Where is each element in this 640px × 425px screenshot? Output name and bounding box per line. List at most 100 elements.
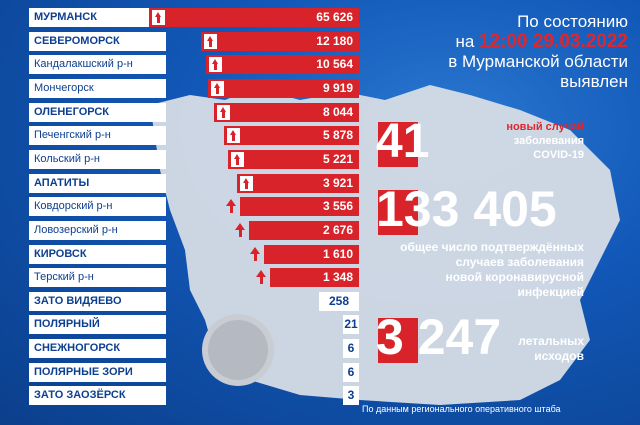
region-value-box: 21 xyxy=(343,315,359,335)
region-name: Ловозерский р-н xyxy=(29,220,166,240)
deaths-caption: летальных исходов xyxy=(518,334,584,364)
region-value: 5 221 xyxy=(322,151,353,166)
region-name: Ковдорский р-н xyxy=(29,197,166,217)
total-cases-value: 133 405 xyxy=(376,181,557,237)
header-line2: на 12:00 29.03.2022 xyxy=(455,31,628,52)
region-row: СНЕЖНОГОРСК 6 xyxy=(29,339,359,359)
region-row: Кандалакшский р-н 10 564 xyxy=(29,55,359,75)
region-bar: 1 610 xyxy=(250,244,359,264)
up-arrow-icon xyxy=(235,222,245,230)
region-bar: 8 044 xyxy=(214,102,359,122)
region-value: 1 348 xyxy=(322,270,353,285)
total-cases-bg xyxy=(378,190,418,235)
region-name: ПОЛЯРНЫЕ ЗОРИ xyxy=(29,362,166,382)
region-name: Кандалакшский р-н xyxy=(29,55,166,75)
up-arrow-icon xyxy=(152,10,165,25)
region-row: ПОЛЯРНЫЙ 21 xyxy=(29,315,359,335)
region-row: ОЛЕНЕГОРСК 8 044 xyxy=(29,102,359,122)
region-row: МУРМАНСК 65 626 xyxy=(29,8,359,27)
region-name: СНЕЖНОГОРСК xyxy=(29,339,166,359)
region-value-box: 3 xyxy=(343,386,359,406)
region-row: Терский р-н 1 348 xyxy=(29,268,359,288)
region-row: ЗАТО ЗАОЗЁРСК 3 xyxy=(29,386,359,406)
total-cases-caption: общее число подтверждённых случаев забол… xyxy=(400,240,584,300)
new-cases-caption: новый случай заболевания COVID-19 xyxy=(506,120,584,162)
up-arrow-icon xyxy=(217,104,230,120)
deaths-bg xyxy=(378,318,418,363)
region-row: Ковдорский р-н 3 556 xyxy=(29,197,359,217)
total-cases-caption-line2: случаев заболевания xyxy=(455,255,584,269)
coronavirus-icon xyxy=(202,314,274,386)
new-cases-caption-line1: новый случай xyxy=(506,121,584,133)
region-name: ЗАТО ВИДЯЕВО xyxy=(29,291,166,311)
new-cases-caption-line2: заболевания xyxy=(513,135,584,147)
region-row: Ловозерский р-н 2 676 xyxy=(29,220,359,240)
region-bar: 5 878 xyxy=(224,126,359,146)
region-value-box: 6 xyxy=(343,362,359,382)
region-bar: 2 676 xyxy=(235,220,359,240)
up-arrow-stem xyxy=(238,229,242,237)
source-footnote: По данным регионального оперативного шта… xyxy=(362,404,561,414)
region-row: ПОЛЯРНЫЕ ЗОРИ 6 xyxy=(29,362,359,382)
up-arrow-icon xyxy=(211,80,224,96)
region-row: ЗАТО ВИДЯЕВО 258 xyxy=(29,291,359,311)
region-value: 5 878 xyxy=(322,128,353,143)
header-line3: в Мурманской области xyxy=(448,52,628,71)
new-cases-value: 41 xyxy=(376,115,430,168)
region-bar: 3 921 xyxy=(237,173,359,193)
region-row: КИРОВСК 1 610 xyxy=(29,244,359,264)
region-value: 8 044 xyxy=(322,104,353,119)
up-arrow-icon xyxy=(231,151,244,167)
region-value: 3 921 xyxy=(322,175,353,190)
region-value: 2 676 xyxy=(322,222,353,237)
new-cases-bg xyxy=(378,122,418,167)
region-name: ПОЛЯРНЫЙ xyxy=(29,315,166,335)
region-bar: 1 348 xyxy=(256,268,359,288)
region-name: АПАТИТЫ xyxy=(29,173,166,193)
region-bar: 5 221 xyxy=(228,149,359,169)
region-name: СЕВЕРОМОРСК xyxy=(29,31,166,51)
region-row: СЕВЕРОМОРСК 12 180 xyxy=(29,31,359,51)
total-cases-caption-line4: инфекцией xyxy=(517,285,584,299)
up-arrow-icon xyxy=(204,33,217,49)
region-row: АПАТИТЫ 3 921 xyxy=(29,173,359,193)
region-name: Терский р-н xyxy=(29,268,166,288)
region-name: Мончегорск xyxy=(29,78,166,98)
region-value: 10 564 xyxy=(316,57,353,72)
region-bar: 3 556 xyxy=(226,197,359,217)
up-arrow-icon xyxy=(226,199,236,207)
region-value: 3 556 xyxy=(322,199,353,214)
region-name: Печенгский р-н xyxy=(29,126,166,146)
region-name: Кольский р-н xyxy=(29,149,166,169)
region-row: Печенгский р-н 5 878 xyxy=(29,126,359,146)
region-value: 1 610 xyxy=(322,246,353,261)
region-name: МУРМАНСК xyxy=(29,8,166,27)
region-row: Мончегорск 9 919 xyxy=(29,78,359,98)
header-line1: По состоянию xyxy=(517,12,628,31)
deaths-value: 3 247 xyxy=(376,309,502,365)
total-cases-caption-line3: новой коронавирусной xyxy=(445,270,584,284)
region-name: ОЛЕНЕГОРСК xyxy=(29,102,166,122)
region-bar: 10 564 xyxy=(206,55,359,75)
total-cases-caption-line1: общее число подтверждённых xyxy=(400,240,584,254)
up-arrow-stem xyxy=(229,206,233,214)
up-arrow-icon xyxy=(250,246,260,254)
region-value: 12 180 xyxy=(316,33,353,48)
header-line4: выявлен xyxy=(560,72,628,91)
up-arrow-icon xyxy=(240,175,253,191)
header: По состоянию на 12:00 29.03.2022 в Мурма… xyxy=(338,12,628,92)
header-datetime: 12:00 29.03.2022 xyxy=(479,31,628,52)
region-value-box: 258 xyxy=(319,291,359,311)
region-bar: 12 180 xyxy=(201,31,359,51)
region-name: ЗАТО ЗАОЗЁРСК xyxy=(29,386,166,406)
up-arrow-stem xyxy=(253,253,257,261)
region-value: 65 626 xyxy=(316,10,353,24)
region-value-box: 6 xyxy=(343,339,359,359)
up-arrow-icon xyxy=(227,128,240,144)
region-row: Кольский р-н 5 221 xyxy=(29,149,359,169)
deaths-caption-line2: исходов xyxy=(534,349,584,363)
new-cases-caption-line3: COVID-19 xyxy=(533,149,584,161)
region-bar: 65 626 xyxy=(149,8,359,27)
region-name: КИРОВСК xyxy=(29,244,166,264)
region-bar: 9 919 xyxy=(208,78,359,98)
